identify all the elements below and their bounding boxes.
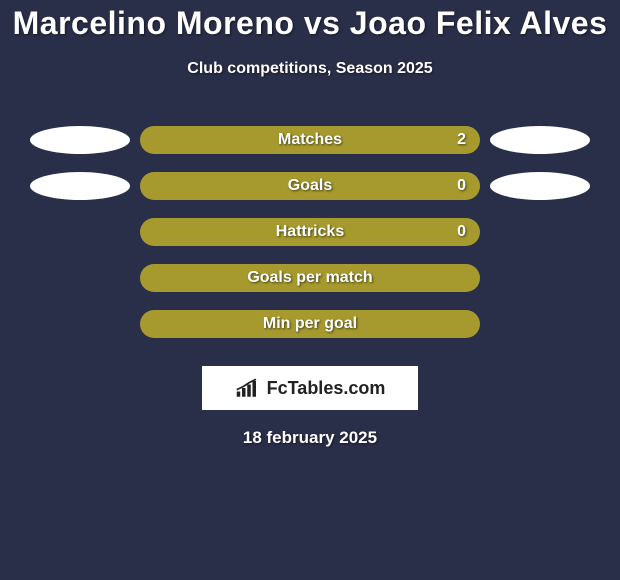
brand-text: FcTables.com: [267, 378, 386, 399]
bars-icon: [235, 377, 263, 399]
right-bubble-col: [480, 126, 600, 154]
stat-value: 0: [457, 177, 466, 195]
stat-value: 2: [457, 131, 466, 149]
stat-value: 0: [457, 223, 466, 241]
stat-rows: Matches2Goals0Hattricks0Goals per matchM…: [0, 126, 620, 338]
right-bubble-col: [480, 172, 600, 200]
date-text: 18 february 2025: [0, 428, 620, 448]
stat-bar: Goals0: [140, 172, 480, 200]
page-title: Marcelino Moreno vs Joao Felix Alves: [0, 5, 620, 42]
stat-label: Matches: [140, 131, 480, 149]
player-left-bubble: [30, 126, 130, 154]
stat-bar: Min per goal: [140, 310, 480, 338]
stat-row: Goals per match: [0, 264, 620, 292]
stat-bar: Matches2: [140, 126, 480, 154]
stat-row: Min per goal: [0, 310, 620, 338]
player-right-bubble: [490, 172, 590, 200]
stat-bar: Goals per match: [140, 264, 480, 292]
stat-row: Goals0: [0, 172, 620, 200]
stat-row: Hattricks0: [0, 218, 620, 246]
left-bubble-col: [20, 126, 140, 154]
stat-label: Goals: [140, 177, 480, 195]
stat-row: Matches2: [0, 126, 620, 154]
stat-bar: Hattricks0: [140, 218, 480, 246]
page-subtitle: Club competitions, Season 2025: [0, 60, 620, 78]
player-right-bubble: [490, 126, 590, 154]
stat-label: Min per goal: [140, 315, 480, 333]
brand-badge: FcTables.com: [202, 366, 418, 410]
stat-label: Hattricks: [140, 223, 480, 241]
left-bubble-col: [20, 172, 140, 200]
player-left-bubble: [30, 172, 130, 200]
comparison-infographic: Marcelino Moreno vs Joao Felix Alves Clu…: [0, 0, 620, 448]
stat-label: Goals per match: [140, 269, 480, 287]
